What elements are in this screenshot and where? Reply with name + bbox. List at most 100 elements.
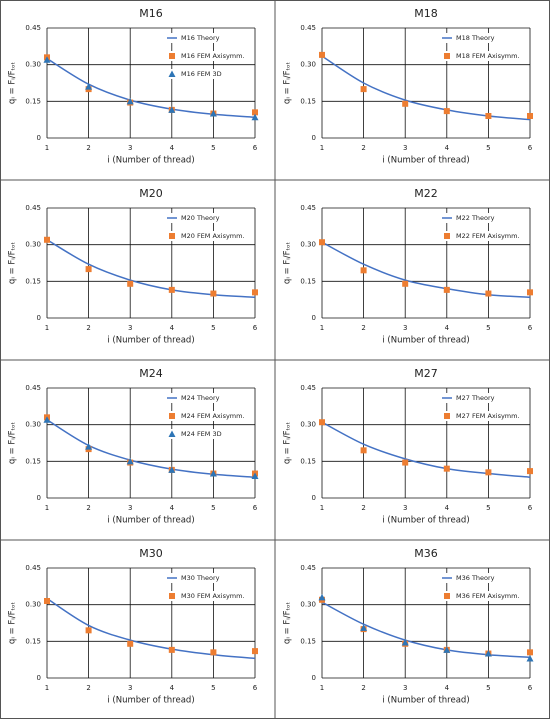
marker-triangle [85,83,93,90]
x-tick-label: 5 [211,144,215,152]
x-tick-label: 4 [445,504,450,512]
legend-bg [439,51,527,61]
x-tick-label: 2 [86,504,90,512]
legend-label: M20 Theory [181,214,220,222]
theory-line [321,421,531,478]
marker-square [444,53,450,59]
x-tick-label: 3 [403,144,407,152]
legend-bg [164,573,252,583]
x-axis-label: i (Number of thread) [382,696,469,706]
chart: M20 i (Number of thread) qᵢ = Fᵢ/Fₜₒₜ 0 0.15… [8,187,258,346]
theory-line [321,601,531,658]
x-axis-label: i (Number of thread) [382,516,469,526]
legend-label: M24 FEM 3D [181,430,222,438]
x-tick-label: 1 [320,144,324,152]
marker-square [443,286,450,293]
x-tick-label: 2 [361,504,365,512]
x-tick-label: 6 [253,504,258,512]
marker-triangle [401,639,409,646]
x-tick-label: 3 [128,324,132,332]
x-tick-label: 2 [361,144,365,152]
marker-triangle [168,70,176,77]
y-tick-label: 0.15 [300,457,316,465]
marker-square [360,267,367,274]
x-tick-label: 5 [486,324,490,332]
x-tick-label: 2 [361,684,365,692]
marker-square [527,649,533,656]
chart: M22 i (Number of thread) qᵢ = Fᵢ/Fₜₒₜ 0 0.15… [283,187,533,346]
marker-square [168,646,175,653]
marker-square [444,233,450,239]
marker-square [402,100,409,107]
y-tick-label: 0 [37,134,41,142]
marker-square [169,233,175,239]
marker-triangle [526,654,534,662]
legend-bg [164,231,252,241]
marker-square [402,280,409,287]
x-tick-label: 5 [211,504,215,512]
legend-label: M27 Theory [456,394,495,402]
marker-square [169,593,175,599]
y-tick-label: 0.30 [25,421,41,429]
chart-title: M22 [414,187,438,200]
theory-line [46,239,256,298]
legend-label: M22 FEM Axisymm. [456,232,520,240]
chart-title: M36 [414,547,438,560]
marker-square [210,290,217,297]
chart-title: M30 [139,547,163,560]
legend-bg [164,411,252,421]
marker-triangle [251,113,259,121]
theory-line [321,241,531,298]
x-tick-label: 4 [170,684,175,692]
x-axis-label: i (Number of thread) [107,336,194,346]
chart-title: M27 [414,367,438,380]
x-axis-label: i (Number of thread) [382,336,469,346]
marker-square [169,413,175,419]
y-tick-label: 0.30 [25,241,41,249]
y-tick-label: 0.30 [300,421,316,429]
chart-title: M20 [139,187,163,200]
theory-line [321,55,531,121]
marker-triangle [443,646,451,653]
x-tick-label: 4 [170,324,175,332]
legend-bg [164,69,252,79]
x-tick-label: 6 [528,504,533,512]
marker-square [402,459,409,466]
legend-bg [164,429,252,439]
chart: M36 i (Number of thread) qᵢ = Fᵢ/Fₜₒₜ 0 0.15… [283,547,534,706]
marker-square [252,109,258,116]
y-axis-label: qᵢ = Fᵢ/Fₜₒₜ [283,62,293,104]
x-tick-label: 6 [253,144,258,152]
x-tick-label: 6 [253,324,258,332]
legend-label: M24 FEM Axisymm. [181,412,245,420]
marker-square [127,280,134,287]
x-tick-label: 5 [486,504,490,512]
marker-square [444,413,450,419]
y-tick-label: 0.45 [25,204,41,212]
legend-bg [439,591,527,601]
theory-line [46,597,256,660]
y-tick-label: 0.15 [25,637,41,645]
y-tick-label: 0 [312,674,316,682]
y-tick-label: 0 [312,314,316,322]
y-axis-label: qᵢ = Fᵢ/Fₜₒₜ [8,242,18,284]
marker-triangle [484,650,492,657]
legend-bg [439,231,527,241]
y-tick-label: 0.45 [25,384,41,392]
marker-square [527,468,533,475]
marker-triangle [209,470,217,477]
y-tick-label: 0.30 [300,61,316,69]
chart-title: M18 [414,7,438,20]
x-tick-label: 2 [86,324,90,332]
legend-bg [164,393,252,403]
marker-square [210,649,217,656]
y-axis-label: qᵢ = Fᵢ/Fₜₒₜ [8,602,18,644]
marker-square [485,469,492,476]
chart: M30 i (Number of thread) qᵢ = Fᵢ/Fₜₒₜ 0 0.15… [8,547,258,706]
x-tick-label: 1 [320,504,324,512]
chart: M27 i (Number of thread) qᵢ = Fᵢ/Fₜₒₜ 0 0.15… [283,367,533,526]
y-tick-label: 0 [312,494,316,502]
marker-square [485,113,492,119]
chart: M16 i (Number of thread) qᵢ = Fᵢ/Fₜₒₜ 0 0.15… [8,7,259,166]
y-axis-label: qᵢ = Fᵢ/Fₜₒₜ [8,62,18,104]
